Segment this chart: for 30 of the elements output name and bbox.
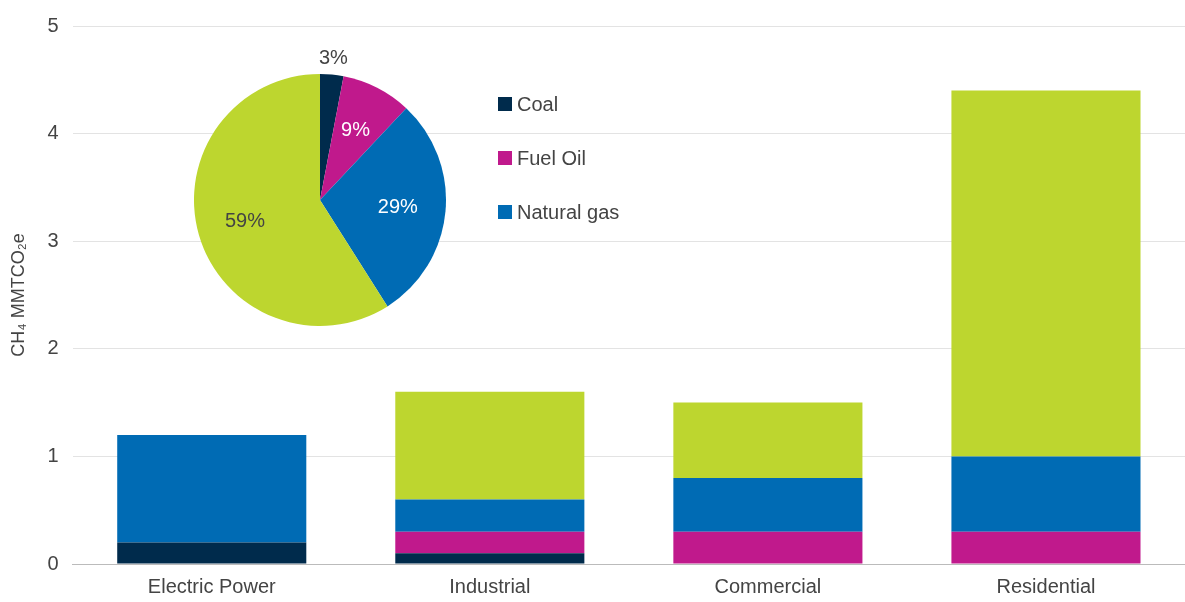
bar [395, 391, 585, 500]
data-label: 59% [224, 209, 266, 232]
x-tick-label: Residential [996, 574, 1096, 597]
y-tick-label: 4 [47, 121, 59, 144]
bar [395, 499, 585, 532]
y-tick-label: 0 [47, 551, 59, 574]
legend-label: Natural gas [517, 200, 620, 224]
bar [951, 90, 1141, 457]
x-tick-label: Commercial [714, 574, 822, 597]
data-label: 9% [341, 117, 371, 140]
bar [673, 531, 863, 564]
bar [951, 456, 1141, 532]
bar [673, 477, 863, 532]
x-tick-label: Electric Power [147, 574, 276, 597]
bar [117, 434, 307, 543]
y-axis-title: CH₄ MMTCO₂e [7, 233, 28, 357]
legend-label: Fuel Oil [517, 146, 586, 170]
bar [117, 542, 307, 564]
x-tick-label: Industrial [449, 574, 531, 597]
bar [951, 531, 1141, 564]
y-tick-label: 1 [47, 443, 59, 466]
y-tick-label: 5 [47, 13, 59, 36]
y-tick-label: 3 [47, 228, 59, 251]
y-tick-label: 2 [47, 336, 59, 359]
bar [395, 553, 585, 564]
bar [673, 402, 863, 478]
bar [395, 531, 585, 554]
data-label: 29% [377, 194, 418, 217]
data-label: 3% [318, 46, 349, 69]
legend-label: Coal [517, 92, 559, 116]
